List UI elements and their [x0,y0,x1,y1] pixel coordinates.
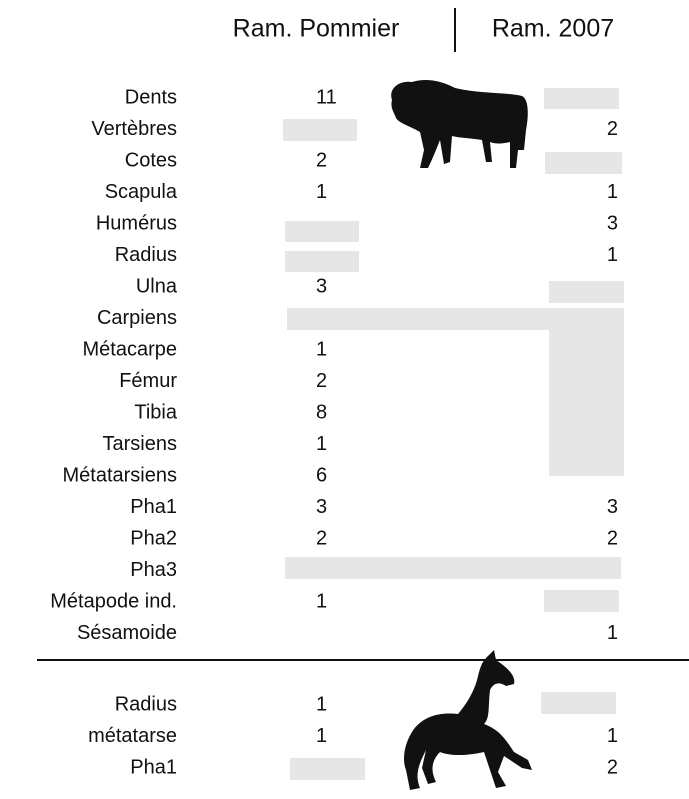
row-label: Cotes [125,149,177,171]
count-cell: 3 [316,496,327,518]
empty-cell [549,308,624,476]
count-cell: 3 [607,212,618,234]
empty-cell [545,152,622,174]
row-label: Scapula [105,181,178,203]
count-cell: 1 [607,622,618,644]
row-label: Tibia [134,401,177,423]
count-cell: 1 [316,590,327,612]
count-cell: 2 [607,756,618,778]
count-cell: 1 [607,181,618,203]
empty-cell [544,590,619,612]
row-label: Fémur [119,370,177,392]
empty-cell [290,758,365,780]
empty-cells [283,88,624,780]
count-cell: 1 [316,338,327,360]
count-cell: 1 [316,433,327,455]
row-label: Métapode ind. [50,590,177,612]
row-label: métatarse [88,725,177,747]
count-cell: 2 [316,527,327,549]
count-cell: 2 [607,118,618,140]
count-cell: 11 [316,86,337,108]
empty-cell [544,88,619,109]
bison-silhouette [391,80,528,168]
row-label: Radius [115,693,177,715]
row-label: Ulna [136,275,178,297]
row-label: Tarsiens [103,433,177,455]
count-cell: 2 [316,149,327,171]
count-cell: 1 [607,244,618,266]
count-cell: 2 [316,370,327,392]
column-header: Ram. Pommier [233,15,400,43]
horse-silhouette [404,650,532,790]
row-label: Métacarpe [83,338,178,360]
row-label: Humérus [96,212,177,234]
column-header: Ram. 2007 [492,15,614,43]
row-label: Vertèbres [91,118,177,140]
empty-cell [283,119,357,141]
row-label: Dents [125,86,177,108]
row-label: Pha1 [130,756,177,778]
empty-cell [549,281,624,303]
count-cell: 1 [607,725,618,747]
empty-cell [285,251,359,272]
count-cell: 6 [316,464,327,486]
row-label: Métatarsiens [63,464,178,486]
row-label: Pha1 [130,496,177,518]
count-cell: 8 [316,401,327,423]
row-label: Pha3 [130,559,177,581]
count-cell: 3 [607,496,618,518]
empty-cell [285,221,359,242]
figure: Ram. Pommier Ram. 2007 Dents11Vertèbres2… [0,0,689,794]
row-label: Pha2 [130,527,177,549]
row-label: Sésamoide [77,622,177,644]
count-cell: 3 [316,275,327,297]
count-cell: 1 [316,181,327,203]
count-cell: 1 [316,693,327,715]
row-label: Radius [115,244,177,266]
count-cell: 1 [316,725,327,747]
count-cell: 2 [607,527,618,549]
empty-cell [285,557,621,579]
row-label: Carpiens [97,307,177,329]
empty-cell [541,692,616,714]
